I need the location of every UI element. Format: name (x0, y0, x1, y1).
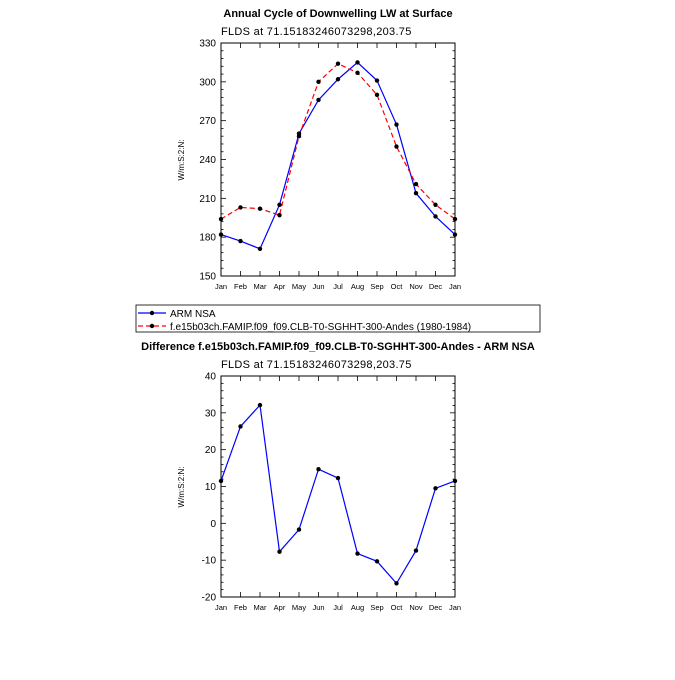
data-point (452, 216, 458, 222)
top-y-axis-label: W/m:S:2:N: (177, 140, 186, 181)
data-point (335, 77, 341, 82)
x-tick-label: Sep (370, 603, 383, 612)
bottom-chart-title: Difference f.e15b03ch.FAMIP.f09_f09.CLB-… (141, 341, 535, 353)
y-tick-label: 40 (205, 372, 217, 383)
x-tick-label: Jun (312, 603, 324, 612)
y-tick-label: 20 (205, 445, 217, 456)
x-tick-label: Jul (333, 603, 343, 612)
x-tick-label: Jan (449, 603, 461, 612)
legend-box (135, 304, 541, 333)
x-tick-label: Feb (234, 603, 247, 612)
y-tick-label: -10 (202, 556, 217, 567)
y-tick-label: 210 (199, 194, 216, 205)
y-tick-label: 10 (205, 482, 217, 493)
legend-label-model: f.e15b03ch.FAMIP.f09_f09.CLB-T0-SGHHT-30… (170, 322, 471, 333)
x-tick-label: Mar (254, 282, 267, 291)
legend-label-arm: ARM NSA (170, 309, 216, 320)
y-tick-label: 0 (210, 519, 216, 530)
data-point (374, 92, 380, 97)
data-point (355, 551, 360, 556)
y-tick-label: 330 (199, 39, 216, 50)
data-point (433, 214, 438, 219)
data-point (374, 559, 380, 564)
data-point (335, 61, 341, 66)
y-tick-label: 300 (199, 77, 216, 88)
data-point (316, 79, 321, 85)
data-point (316, 466, 321, 472)
data-point (413, 190, 419, 196)
top-chart-subtitle: FLDS at 71.15183246073298,203.75 (221, 26, 412, 38)
x-tick-label: May (292, 603, 306, 612)
y-tick-label: 240 (199, 155, 216, 166)
data-point (277, 212, 282, 218)
data-point (374, 78, 380, 83)
y-tick-label: 270 (199, 116, 216, 127)
data-point (257, 206, 263, 211)
x-tick-label: Aug (351, 282, 364, 291)
top-chart-title: Annual Cycle of Downwelling LW at Surfac… (223, 8, 452, 20)
data-point (413, 548, 419, 553)
y-tick-label: 150 (199, 272, 216, 283)
x-tick-label: Jan (215, 282, 227, 291)
data-point (355, 60, 360, 65)
data-point (218, 232, 224, 237)
data-point (277, 202, 282, 208)
data-point (238, 424, 243, 429)
y-tick-label: -20 (202, 593, 217, 604)
data-point (218, 216, 224, 222)
data-point (238, 238, 243, 244)
data-point (413, 181, 419, 187)
data-point (296, 134, 302, 139)
data-point (238, 205, 243, 210)
data-point (296, 527, 302, 532)
top-chart: 150 180 210 240 270 300 330 Jan Feb Mar Apr May Jun J… (199, 39, 461, 292)
x-tick-label: Dec (429, 603, 443, 612)
x-tick-label: Jun (312, 282, 324, 291)
data-point (335, 475, 341, 481)
x-tick-label: Aug (351, 603, 364, 612)
y-tick-label: 30 (205, 408, 217, 419)
x-tick-label: Jan (449, 282, 461, 291)
legend-marker-arm (149, 310, 155, 316)
data-point (452, 232, 458, 237)
data-point (394, 581, 399, 586)
data-point (257, 246, 263, 252)
x-tick-label: Sep (370, 282, 383, 291)
data-point (394, 122, 399, 127)
data-point (433, 486, 438, 491)
x-tick-label: Oct (391, 603, 404, 612)
legend-marker-model (149, 323, 155, 329)
data-point (433, 202, 438, 208)
x-tick-label: Apr (274, 282, 286, 291)
x-tick-label: Mar (254, 603, 267, 612)
y-tick-label: 180 (199, 233, 216, 244)
data-point (355, 70, 360, 75)
x-tick-label: Nov (409, 603, 423, 612)
x-tick-label: Dec (429, 282, 443, 291)
data-point (218, 478, 224, 484)
bottom-y-axis-label: W/m:S:2:N: (177, 467, 186, 508)
data-point (257, 402, 263, 408)
x-tick-label: Jan (215, 603, 227, 612)
data-point (277, 549, 282, 554)
x-tick-label: Feb (234, 282, 247, 291)
bottom-chart: -20 -10 0 10 20 30 40 Jan Feb Mar Apr May Jun Jul Aug S… (202, 372, 462, 613)
x-tick-label: Nov (409, 282, 423, 291)
x-tick-label: Oct (391, 282, 404, 291)
bottom-chart-subtitle: FLDS at 71.15183246073298,203.75 (221, 359, 412, 371)
data-point (394, 144, 399, 149)
x-tick-label: May (292, 282, 306, 291)
x-tick-label: Apr (274, 603, 286, 612)
legend: ARM NSA f.e15b03ch.FAMIP.f09_f09.CLB-T0-… (135, 304, 541, 333)
data-point (452, 478, 458, 484)
data-point (316, 97, 321, 103)
x-tick-label: Jul (333, 282, 343, 291)
